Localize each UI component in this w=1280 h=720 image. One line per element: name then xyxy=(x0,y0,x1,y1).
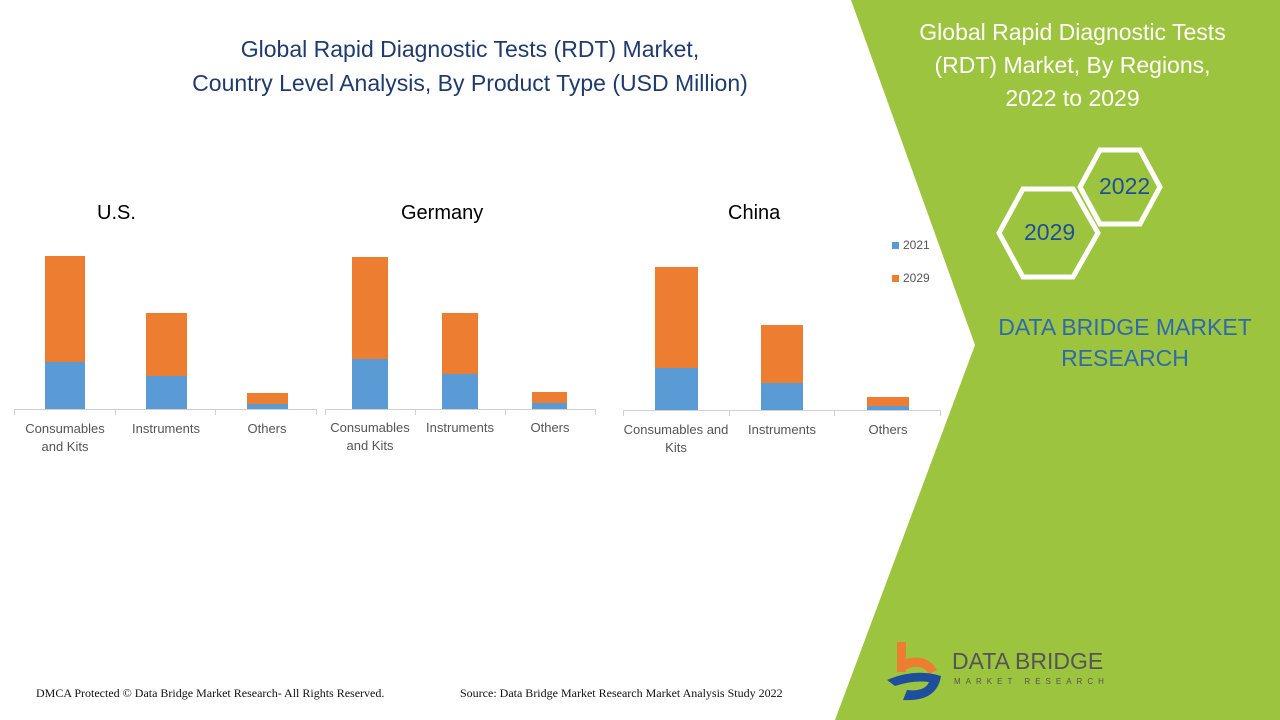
bar-2029 xyxy=(532,392,567,403)
hexagon-2022-icon xyxy=(1077,147,1163,227)
bar-2029 xyxy=(247,393,288,404)
bar-2021 xyxy=(532,403,567,409)
x-tick-label: Consumables and Kits xyxy=(330,420,410,453)
x-axis-tick xyxy=(215,409,217,415)
legend-swatch xyxy=(892,241,899,249)
bar-2021 xyxy=(247,404,288,409)
x-axis-tick xyxy=(415,409,416,415)
x-tick-label: Instruments xyxy=(426,420,494,435)
chart-title: Global Rapid Diagnostic Tests (RDT) Mark… xyxy=(150,32,790,100)
side-title-line: (RDT) Market, By Regions, xyxy=(934,52,1211,78)
x-axis-tick xyxy=(325,409,326,415)
x-axis-tick xyxy=(595,409,596,415)
x-tick-label: Others xyxy=(868,422,908,437)
chart-country-title: U.S. xyxy=(97,202,136,224)
hexagon-icons xyxy=(996,147,1163,280)
bar-2021 xyxy=(352,359,388,409)
legend-label: 2029 xyxy=(903,271,930,285)
copyright-footer: DMCA Protected © Data Bridge Market Rese… xyxy=(36,686,385,700)
bar-2021 xyxy=(655,368,698,410)
bar-2021 xyxy=(442,374,478,409)
bar-2029 xyxy=(761,325,803,383)
bar-2029 xyxy=(146,313,187,376)
x-axis xyxy=(623,410,940,411)
bar-2021 xyxy=(45,362,85,409)
data-bridge-logo-icon xyxy=(887,642,941,701)
side-title: Global Rapid Diagnostic Tests (RDT) Mark… xyxy=(890,16,1255,115)
x-axis-tick xyxy=(623,410,624,416)
side-title-line: Global Rapid Diagnostic Tests xyxy=(919,19,1226,45)
chart-country-title: Germany xyxy=(401,202,484,224)
bar-2029 xyxy=(655,267,698,368)
bar-2029 xyxy=(45,256,85,362)
bar-2029 xyxy=(867,397,909,406)
x-tick-label: Instruments xyxy=(748,422,816,437)
x-axis-tick xyxy=(14,409,15,415)
hex-label-2022: 2022 xyxy=(1099,173,1151,199)
x-tick-label: Instruments xyxy=(132,421,200,436)
logo-subtext: MARKET RESEARCH xyxy=(954,677,1109,686)
x-axis-tick xyxy=(505,409,506,415)
hexagon-2029-icon xyxy=(996,186,1101,280)
legend-2029: 2029 xyxy=(892,271,930,285)
legend-2021: 2021 xyxy=(892,238,930,252)
x-axis-tick xyxy=(114,409,116,415)
hex-label-2029: 2029 xyxy=(1024,219,1076,245)
title-line: Country Level Analysis, By Product Type … xyxy=(192,70,748,96)
bar-2029 xyxy=(352,257,388,359)
x-tick-label: Others xyxy=(530,420,570,435)
source-footer: Source: Data Bridge Market Research Mark… xyxy=(460,686,783,700)
bar-2021 xyxy=(867,406,909,410)
x-axis-tick xyxy=(834,410,836,416)
brand-line: RESEARCH xyxy=(1061,345,1189,371)
chart-country-title: China xyxy=(728,202,781,224)
x-axis xyxy=(14,409,316,410)
x-axis xyxy=(325,409,595,410)
x-axis-tick xyxy=(316,409,317,415)
title-line: Global Rapid Diagnostic Tests (RDT) Mark… xyxy=(240,36,700,62)
bar-2029 xyxy=(442,313,478,374)
x-axis-tick xyxy=(940,410,941,416)
brand-line: DATA BRIDGE MARKET xyxy=(998,314,1252,340)
x-tick-label: Consumables and Kits xyxy=(25,421,105,454)
bar-2021 xyxy=(761,383,803,410)
side-title-line: 2022 to 2029 xyxy=(1005,85,1140,111)
bar-2021 xyxy=(146,376,187,409)
logo-text: DATA BRIDGE xyxy=(952,648,1104,674)
brand-text: DATA BRIDGE MARKET RESEARCH xyxy=(990,312,1260,374)
x-tick-label: Others xyxy=(247,421,287,436)
legend-swatch xyxy=(892,274,899,282)
x-axis-tick xyxy=(728,410,730,416)
x-tick-label: Consumables and Kits xyxy=(623,422,729,455)
legend-label: 2021 xyxy=(903,238,930,252)
